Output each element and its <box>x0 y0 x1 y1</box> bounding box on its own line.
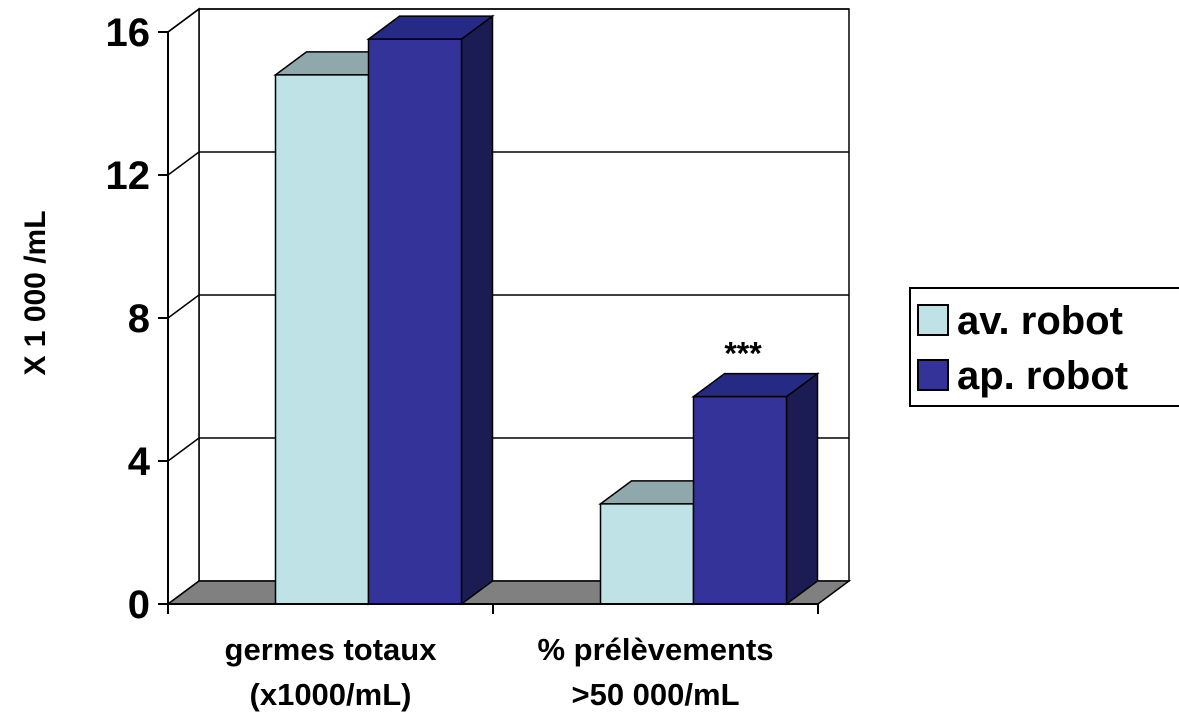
gridline-side <box>167 437 200 462</box>
y-tick-label: 12 <box>106 154 151 198</box>
legend-label: ap. robot <box>957 354 1128 398</box>
annotations: *** <box>724 336 762 372</box>
y-tick-label: 0 <box>128 583 150 627</box>
x-category-label: >50 000/mL <box>571 677 739 712</box>
significance-annotation: *** <box>724 336 762 372</box>
legend-box <box>909 287 1179 407</box>
gridline-side <box>167 8 200 33</box>
bar <box>366 14 495 606</box>
y-tick-label: 16 <box>106 11 151 55</box>
bar-front <box>692 395 788 605</box>
x-category-labels: germes totaux (x1000/mL) % prélèvements >50… <box>225 632 774 712</box>
bars <box>273 14 820 606</box>
gridline-side <box>167 151 200 176</box>
bar-front <box>274 74 370 605</box>
bar-front <box>599 503 695 605</box>
bar <box>691 372 820 606</box>
bar-front <box>367 38 463 605</box>
bar-side <box>785 372 819 606</box>
axes <box>158 31 819 614</box>
y-axis-label: X 1 000 /mL <box>19 210 52 375</box>
y-tick-label: 8 <box>128 297 150 341</box>
x-category-label: germes totaux <box>225 632 438 667</box>
y-tick-labels: 0 4 8 12 16 <box>106 11 151 627</box>
legend: av. robot ap. robot <box>909 287 1179 407</box>
y-tick-label: 4 <box>128 440 151 484</box>
legend-swatch <box>917 304 949 336</box>
bar-side <box>460 14 494 606</box>
gridline-side <box>167 294 200 319</box>
x-category-label: (x1000/mL) <box>250 677 412 712</box>
legend-swatch <box>917 359 949 391</box>
x-category-label: % prélèvements <box>537 632 773 667</box>
legend-label: av. robot <box>957 299 1123 343</box>
